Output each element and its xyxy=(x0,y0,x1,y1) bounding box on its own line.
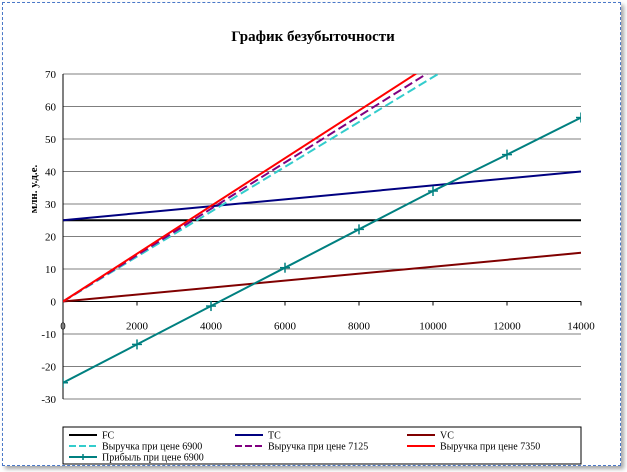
data-point-marker xyxy=(428,186,438,196)
series-line-6 xyxy=(63,74,418,303)
legend-item: FC xyxy=(69,431,115,442)
legend-item: TC xyxy=(235,431,281,442)
x-tick-label: 4000 xyxy=(200,321,223,333)
legend-label: TC xyxy=(268,431,281,442)
data-point-marker xyxy=(63,377,68,388)
legend-item: Выручка при цене 7350 xyxy=(407,442,540,453)
legend-label: Выручка при цене 7125 xyxy=(268,442,368,453)
y-tick-label: 60 xyxy=(45,102,57,114)
x-tick-label: 14000 xyxy=(567,321,595,333)
y-tick-label: 40 xyxy=(45,167,57,179)
y-tick-label: 70 xyxy=(45,69,57,81)
y-axis-label: млн. у.д.е. xyxy=(28,164,40,213)
series-line-5 xyxy=(63,74,429,303)
legend-item: Выручка при цене 6900 xyxy=(69,442,202,453)
chart-frame: График безубыточности млн. у.д.е. -30 -20… xyxy=(2,2,621,466)
x-tick-label: 10000 xyxy=(419,321,447,333)
legend-item: VC xyxy=(407,431,454,442)
series-line-3 xyxy=(63,251,581,303)
data-point-marker xyxy=(502,149,512,160)
series-line-2 xyxy=(63,170,581,222)
chart-svg: График безубыточности млн. у.д.е. -30 -20… xyxy=(28,29,595,465)
data-point-marker xyxy=(132,339,142,350)
series-line-7 xyxy=(63,116,581,384)
x-tick-label: 0 xyxy=(60,321,66,333)
legend-label: Выручка при цене 7350 xyxy=(440,442,540,453)
legend-label: Прибыль при цене 6900 xyxy=(102,453,204,464)
x-tick-label: 8000 xyxy=(348,321,371,333)
x-tick-label: 2000 xyxy=(126,321,149,333)
y-tick-label: 0 xyxy=(51,297,57,309)
y-tick-label: 20 xyxy=(45,232,57,244)
chart-title: График безубыточности xyxy=(231,29,395,45)
y-tick-label: -30 xyxy=(41,394,56,406)
legend-label: Выручка при цене 6900 xyxy=(102,442,202,453)
x-tick-label: 6000 xyxy=(274,321,297,333)
grid-lines xyxy=(63,73,581,400)
legend: FC TC VC Выручка при цене 6900 Выручка при ц… xyxy=(62,426,582,465)
data-point-marker xyxy=(354,224,364,235)
data-point-marker xyxy=(576,112,581,123)
y-tick-label: -10 xyxy=(41,329,56,341)
legend-item: Выручка при цене 7125 xyxy=(235,442,368,453)
x-tick-label: 12000 xyxy=(493,321,521,333)
y-tick-label: -20 xyxy=(41,362,56,374)
legend-box xyxy=(62,426,582,465)
y-tick-label: 30 xyxy=(45,199,57,211)
y-tick-label: 50 xyxy=(45,134,57,146)
series-layer xyxy=(63,74,581,388)
data-point-marker xyxy=(280,262,290,273)
series-line-4 xyxy=(63,74,441,303)
tick-labels: -30 -20 -10 0 10 20 30 40 50 60 70 0 2000 4000 6000 800… xyxy=(41,69,595,406)
legend-label: VC xyxy=(440,431,454,442)
legend-label: FC xyxy=(102,431,115,442)
legend-item: Прибыль при цене 6900 xyxy=(69,453,204,464)
data-point-marker xyxy=(206,301,216,312)
y-tick-label: 10 xyxy=(45,264,57,276)
axes xyxy=(62,74,582,399)
